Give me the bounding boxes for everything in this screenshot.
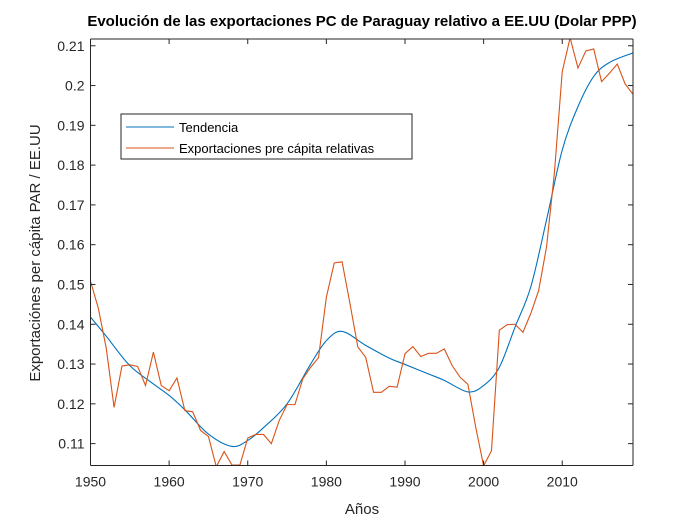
plot-area: [90, 39, 633, 466]
y-tick-label: 0.19: [57, 117, 84, 133]
x-tick-label: 1990: [389, 474, 420, 490]
y-tick-label: 0.15: [57, 276, 84, 292]
legend-label-exportaciones: Exportaciones pre cápita relativas: [179, 141, 375, 156]
y-tick-label: 0.14: [57, 316, 84, 332]
x-tick-label: 2000: [468, 474, 499, 490]
y-axis-label: Exportaciónes per cápita PAR / EE.UU: [27, 124, 44, 381]
y-tick-label: 0.16: [57, 237, 84, 253]
y-tick-label: 0.18: [57, 157, 84, 173]
x-ticks: 1950 1960 1970 1980 1990 2000 2010: [75, 39, 578, 490]
y-tick-label: 0.13: [57, 356, 84, 372]
legend: Tendencia Exportaciones pre cápita relat…: [120, 113, 413, 160]
y-tick-label: 0.12: [57, 396, 84, 412]
legend-box: [120, 113, 413, 160]
x-tick-label: 1980: [311, 474, 342, 490]
series-group: [90, 39, 633, 466]
y-tick-label: 0.11: [58, 436, 84, 452]
plot-background: [90, 39, 633, 466]
y-tick-label: 0.2: [65, 78, 85, 94]
chart-title: Evolución de las exportaciones PC de Par…: [87, 13, 636, 30]
x-tick-label: 1960: [154, 474, 185, 490]
axes: [90, 38, 634, 466]
legend-label-tendencia: Tendencia: [179, 120, 239, 135]
x-axis-label: Años: [345, 501, 379, 518]
x-tick-label: 2010: [547, 474, 578, 490]
y-ticks: 0.11 0.12 0.13 0.14 0.15 0.16 0.17 0.18 0.19 0.2 0…: [57, 38, 633, 452]
x-tick-label: 1970: [232, 474, 263, 490]
y-tick-label: 0.17: [57, 197, 84, 213]
series-line-exportaciones: [90, 39, 633, 466]
y-tick-label: 0.21: [57, 38, 84, 54]
x-tick-label: 1950: [75, 474, 106, 490]
